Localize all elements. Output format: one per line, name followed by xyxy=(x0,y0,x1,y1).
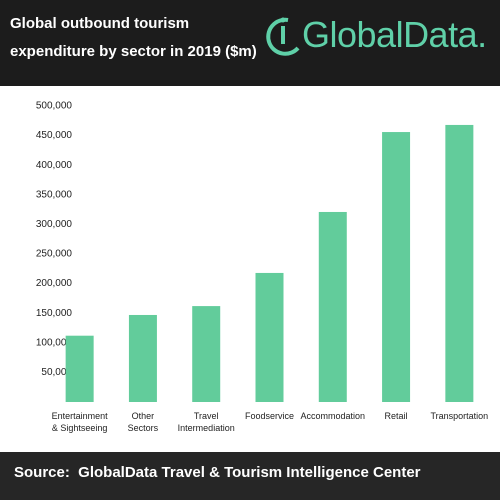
bar xyxy=(445,124,474,402)
y-tick-label: 450,000 xyxy=(36,130,73,141)
y-tick-label: 50,000 xyxy=(41,367,72,378)
y-tick-label: 250,000 xyxy=(36,249,73,260)
bar xyxy=(382,132,411,402)
bar xyxy=(318,211,347,402)
logo-text: GlobalData. xyxy=(302,14,487,55)
y-tick-label: 150,000 xyxy=(36,308,73,319)
y-tick-label: 500,000 xyxy=(36,101,73,112)
source-note: Source: GlobalData Travel & Tourism Inte… xyxy=(14,464,421,481)
x-tick-label: Transportation xyxy=(430,411,489,421)
y-tick-label: 300,000 xyxy=(36,219,73,230)
logo-icon xyxy=(266,17,300,56)
y-tick-label: 400,000 xyxy=(36,160,73,171)
x-tick-label: Travel Intermediation xyxy=(177,411,235,433)
bar xyxy=(65,335,94,402)
x-tick-label: Entertainment & Sightseeing xyxy=(51,411,108,433)
bar xyxy=(128,314,157,402)
bar xyxy=(192,306,221,402)
x-tick-label: Accommodation xyxy=(300,411,366,421)
y-tick-label: 350,000 xyxy=(36,189,73,200)
y-tick-label: 200,000 xyxy=(36,278,73,289)
footer-band xyxy=(0,452,500,500)
header-band xyxy=(0,0,500,86)
bar xyxy=(255,272,284,402)
x-tick-label: Foodservice xyxy=(244,411,295,421)
chart-title: Global outbound tourism expenditure by s… xyxy=(10,15,257,60)
y-tick-label: 100,000 xyxy=(36,337,73,348)
x-tick-label: Retail xyxy=(384,411,408,421)
x-tick-label: Other Sectors xyxy=(127,411,159,433)
